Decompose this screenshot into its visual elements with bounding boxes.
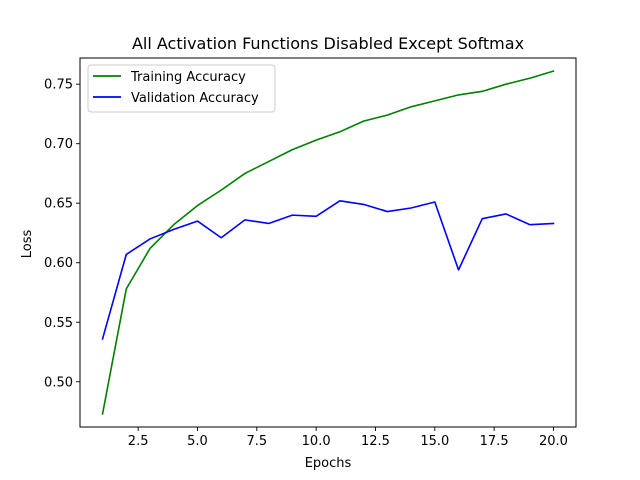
x-axis: 2.5 5.0 7.5 10.0 12.5 15.0 17.5 20.0 (128, 427, 568, 449)
plot-lines (101, 70, 555, 415)
y-tick-label: 0.70 (44, 137, 73, 152)
x-tick-label: 15.0 (420, 434, 449, 449)
series-line-training (101, 70, 555, 415)
y-tick-label: 0.65 (44, 197, 73, 212)
plot-frame (79, 57, 577, 428)
y-axis: 0.50 0.55 0.60 0.65 0.70 0.75 (44, 78, 80, 390)
y-tick-label: 0.75 (44, 78, 73, 93)
y-axis-label: Loss (20, 230, 35, 259)
x-tick-label: 10.0 (302, 434, 331, 449)
series-line-validation (101, 200, 555, 340)
y-tick-label: 0.55 (44, 316, 73, 331)
x-tick-label: 20.0 (539, 434, 568, 449)
x-tick-label: 2.5 (128, 434, 149, 449)
legend: Training Accuracy Validation Accuracy (87, 64, 276, 113)
y-tick-label: 0.50 (44, 375, 73, 390)
chart-title: All Activation Functions Disabled Except… (132, 34, 524, 53)
legend-box (87, 64, 276, 113)
legend-label-training: Training Accuracy (130, 70, 246, 85)
x-axis-label: Epochs (305, 456, 352, 471)
x-tick-label: 7.5 (246, 434, 267, 449)
x-tick-label: 12.5 (361, 434, 390, 449)
legend-label-validation: Validation Accuracy (131, 91, 259, 106)
y-tick-label: 0.60 (44, 256, 73, 271)
x-tick-label: 5.0 (187, 434, 208, 449)
x-tick-label: 17.5 (480, 434, 509, 449)
